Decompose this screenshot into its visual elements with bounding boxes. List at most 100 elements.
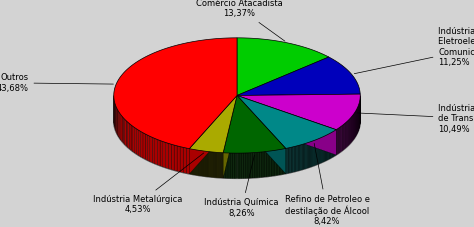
Polygon shape — [133, 126, 135, 153]
Polygon shape — [240, 153, 241, 178]
Polygon shape — [267, 151, 268, 177]
Polygon shape — [307, 143, 308, 168]
Text: Indústria de Material
Eletroeletrônico e de
Comunicação
11,25%: Indústria de Material Eletroeletrônico e… — [354, 27, 474, 74]
Polygon shape — [223, 96, 237, 178]
Polygon shape — [306, 143, 307, 168]
Polygon shape — [226, 153, 227, 178]
Polygon shape — [229, 153, 230, 178]
Polygon shape — [122, 116, 123, 143]
Polygon shape — [317, 139, 318, 165]
Polygon shape — [147, 135, 150, 161]
Polygon shape — [183, 147, 186, 173]
Polygon shape — [150, 136, 152, 163]
Polygon shape — [137, 129, 139, 155]
Polygon shape — [180, 147, 183, 173]
Polygon shape — [279, 150, 280, 175]
Polygon shape — [273, 151, 274, 176]
Polygon shape — [321, 137, 322, 163]
Polygon shape — [163, 141, 165, 168]
Polygon shape — [295, 146, 296, 172]
Polygon shape — [244, 153, 245, 178]
Polygon shape — [336, 129, 337, 155]
Polygon shape — [274, 150, 275, 176]
Text: Comércio Atacadista
13,37%: Comércio Atacadista 13,37% — [196, 0, 285, 41]
Polygon shape — [302, 144, 303, 170]
Polygon shape — [305, 143, 306, 169]
Polygon shape — [275, 150, 276, 175]
Polygon shape — [165, 143, 168, 169]
Polygon shape — [186, 148, 189, 174]
Polygon shape — [255, 153, 256, 178]
Polygon shape — [283, 149, 284, 174]
Polygon shape — [291, 147, 292, 173]
Polygon shape — [189, 96, 237, 174]
Polygon shape — [139, 130, 141, 157]
Polygon shape — [284, 148, 285, 174]
Polygon shape — [314, 140, 315, 165]
Polygon shape — [232, 153, 233, 178]
Polygon shape — [189, 96, 237, 174]
Polygon shape — [250, 153, 251, 178]
Polygon shape — [237, 94, 360, 130]
Polygon shape — [257, 152, 258, 178]
Polygon shape — [128, 122, 129, 149]
Polygon shape — [247, 153, 248, 178]
Polygon shape — [114, 121, 360, 178]
Polygon shape — [231, 153, 232, 178]
Polygon shape — [237, 153, 238, 178]
Polygon shape — [285, 148, 286, 174]
Polygon shape — [114, 96, 360, 178]
Polygon shape — [235, 153, 236, 178]
Polygon shape — [300, 145, 301, 170]
Polygon shape — [281, 149, 282, 175]
Polygon shape — [152, 137, 155, 164]
Polygon shape — [286, 148, 287, 173]
Polygon shape — [238, 153, 239, 178]
Polygon shape — [131, 125, 133, 151]
Text: Indústria Química
8,26%: Indústria Química 8,26% — [204, 155, 279, 217]
Polygon shape — [118, 110, 119, 137]
Polygon shape — [298, 146, 299, 171]
Polygon shape — [121, 115, 122, 142]
Polygon shape — [253, 153, 254, 178]
Polygon shape — [177, 146, 180, 172]
Polygon shape — [309, 142, 310, 168]
Polygon shape — [254, 153, 255, 178]
Polygon shape — [237, 57, 360, 96]
Polygon shape — [237, 96, 336, 155]
Polygon shape — [282, 149, 283, 174]
Polygon shape — [126, 121, 128, 147]
Polygon shape — [157, 140, 160, 166]
Polygon shape — [237, 96, 336, 148]
Polygon shape — [115, 104, 116, 131]
Polygon shape — [223, 96, 286, 153]
Polygon shape — [245, 153, 246, 178]
Polygon shape — [271, 151, 272, 176]
Polygon shape — [237, 96, 286, 174]
Polygon shape — [239, 153, 240, 178]
Polygon shape — [228, 153, 229, 178]
Polygon shape — [242, 153, 243, 178]
Polygon shape — [171, 144, 174, 170]
Polygon shape — [261, 152, 262, 177]
Polygon shape — [315, 140, 316, 165]
Polygon shape — [269, 151, 270, 176]
Polygon shape — [145, 134, 147, 160]
Polygon shape — [290, 147, 291, 173]
Polygon shape — [276, 150, 277, 175]
Polygon shape — [303, 144, 304, 169]
Polygon shape — [114, 38, 237, 149]
Polygon shape — [266, 151, 267, 177]
Polygon shape — [260, 152, 261, 177]
Polygon shape — [233, 153, 234, 178]
Polygon shape — [316, 140, 317, 165]
Polygon shape — [304, 144, 305, 169]
Polygon shape — [293, 147, 294, 172]
Polygon shape — [234, 153, 235, 178]
Polygon shape — [129, 123, 131, 150]
Polygon shape — [320, 138, 321, 163]
Polygon shape — [123, 118, 125, 145]
Polygon shape — [256, 152, 257, 178]
Polygon shape — [237, 38, 329, 96]
Polygon shape — [237, 96, 286, 174]
